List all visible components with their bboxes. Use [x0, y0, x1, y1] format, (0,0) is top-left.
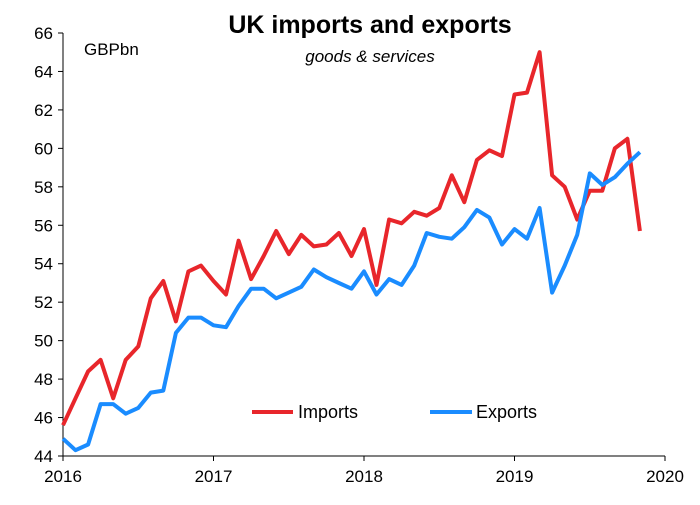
x-tick-label: 2017 [195, 467, 233, 486]
x-tick-label: 2019 [496, 467, 534, 486]
series-layer [61, 50, 642, 453]
x-tick-label: 2018 [345, 467, 383, 486]
series-line-imports [61, 50, 642, 427]
y-tick-label: 52 [34, 293, 53, 312]
chart-subtitle: goods & services [305, 47, 435, 66]
y-tick-label: 46 [34, 409, 53, 428]
y-tick-label: 54 [34, 255, 53, 274]
y-tick-label: 56 [34, 216, 53, 235]
y-tick-label: 44 [34, 447, 53, 466]
legend-label-imports: Imports [298, 402, 358, 422]
legend: Imports Exports [252, 402, 537, 422]
y-tick-label: 58 [34, 178, 53, 197]
y-tick-label: 62 [34, 101, 53, 120]
y-tick-label: 48 [34, 370, 53, 389]
y-tick-label: 64 [34, 62, 53, 81]
chart-title: UK imports and exports [228, 11, 511, 39]
y-tick-label: 60 [34, 139, 53, 158]
legend-label-exports: Exports [476, 402, 537, 422]
unit-label: GBPbn [84, 40, 139, 59]
x-tick-label: 2016 [44, 467, 82, 486]
series-line-exports [61, 150, 642, 453]
x-tick-label: 2020 [646, 467, 684, 486]
y-tick-label: 66 [34, 24, 53, 43]
y-tick-label: 50 [34, 332, 53, 351]
axes: 44 46 48 50 52 54 56 58 60 62 64 66 2016 2017 2018 2019… [34, 24, 684, 486]
